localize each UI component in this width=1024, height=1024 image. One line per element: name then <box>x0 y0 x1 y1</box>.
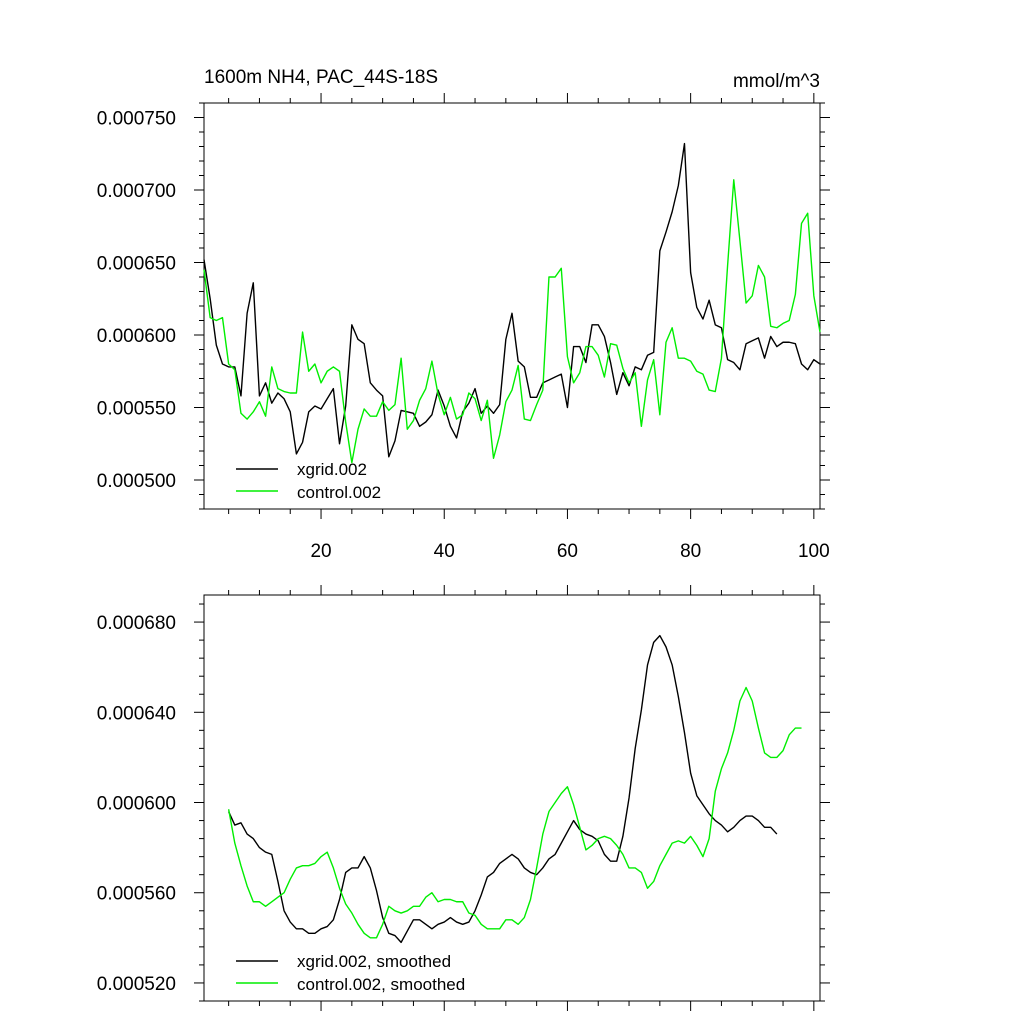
bottom-legend: xgrid.002, smoothed control.002, smoothe… <box>236 952 465 994</box>
top-series-line-control <box>203 179 821 464</box>
bottom-y-ticks: 0.000520 0.000560 0.000600 0.000640 0.000680 <box>97 603 830 1002</box>
bottom-series-line-xgrid <box>228 634 778 944</box>
bottom-y-tick-label: 0.000640 <box>97 703 176 724</box>
top-y-tick-label: 0.000650 <box>97 254 176 275</box>
bottom-y-tick-label: 0.000600 <box>97 794 176 815</box>
top-y-tick-label: 0.000750 <box>97 109 176 130</box>
top-x-tick-label: 100 <box>798 541 830 562</box>
top-legend-label-xgrid: xgrid.002 <box>297 460 367 479</box>
bottom-y-tick-label: 0.000520 <box>97 974 176 995</box>
top-series-lines <box>203 142 821 464</box>
bottom-series-lines <box>227 634 802 944</box>
bottom-series-line-control <box>227 686 802 939</box>
top-y-tick-label: 0.000500 <box>97 471 176 492</box>
top-panel: 1600m NH4, PAC_44S-18S mmol/m^3 0.000500… <box>97 67 830 562</box>
top-y-tick-label: 0.000600 <box>97 326 176 347</box>
bottom-panel: 0.000520 0.000560 0.000600 0.000640 0.000680… <box>97 585 830 1011</box>
top-legend-label-control: control.002 <box>297 483 381 502</box>
top-y-tick-label: 0.000550 <box>97 399 176 420</box>
top-chart-title: 1600m NH4, PAC_44S-18S <box>204 67 438 88</box>
top-x-tick-label: 20 <box>310 541 331 562</box>
bottom-x-ticks <box>228 585 815 1011</box>
top-x-tick-label: 40 <box>434 541 455 562</box>
bottom-legend-label-control: control.002, smoothed <box>297 975 465 994</box>
bottom-plot-frame <box>203 594 821 1002</box>
top-y-tick-label: 0.000700 <box>97 181 176 202</box>
top-x-tick-label: 60 <box>557 541 578 562</box>
top-legend: xgrid.002 control.002 <box>236 460 381 502</box>
top-series-line-xgrid <box>203 142 821 458</box>
top-plot-frame <box>203 102 821 510</box>
top-chart-units: mmol/m^3 <box>733 71 820 92</box>
top-x-tick-label: 80 <box>680 541 701 562</box>
bottom-legend-label-xgrid: xgrid.002, smoothed <box>297 952 451 971</box>
top-y-ticks: 0.000500 0.000550 0.000600 0.000650 0.000700… <box>97 102 830 510</box>
top-x-ticks: 20 40 60 80 100 <box>228 93 830 562</box>
bottom-y-tick-label: 0.000680 <box>97 613 176 634</box>
bottom-y-tick-label: 0.000560 <box>97 884 176 905</box>
